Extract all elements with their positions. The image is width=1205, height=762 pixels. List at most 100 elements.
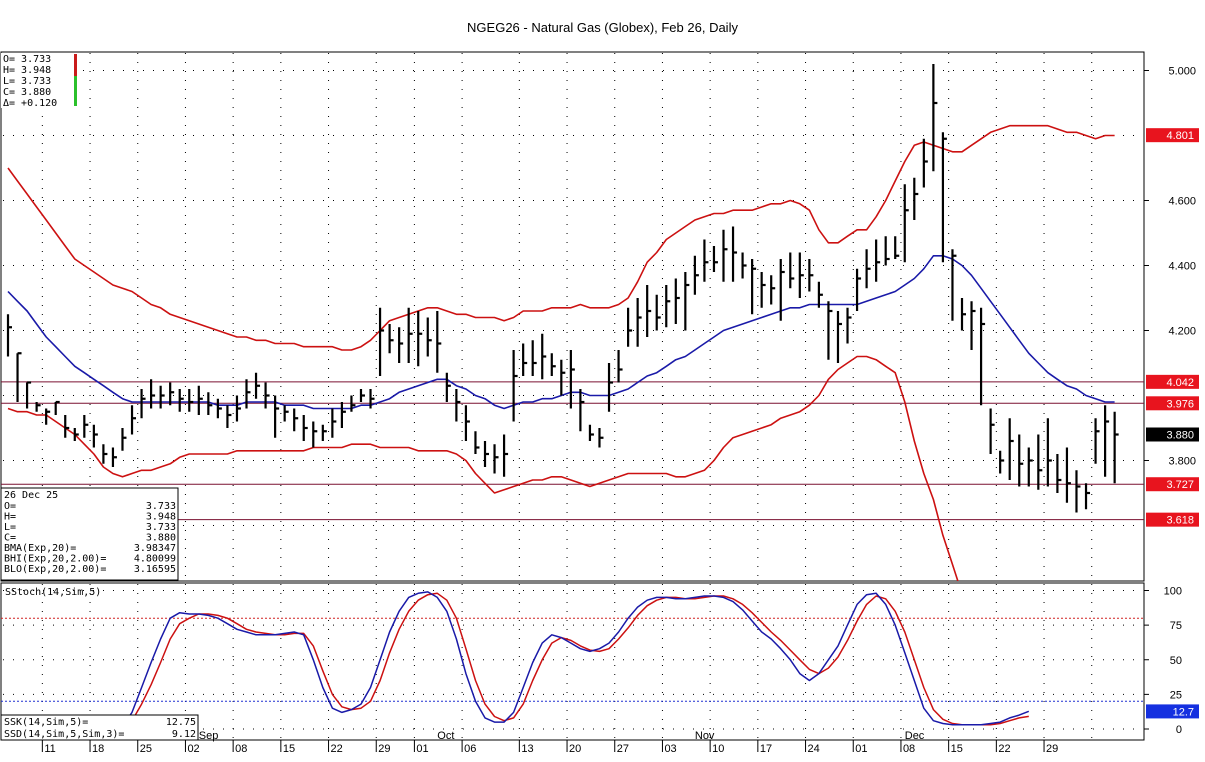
info-row-value: 3.98347 [134, 543, 176, 554]
x-month-label: Sep [199, 730, 219, 742]
y-tick-label: 3.800 [1168, 456, 1196, 468]
price-tag-label: 4.801 [1166, 130, 1194, 142]
ohlc-bar [388, 324, 394, 354]
ohlc-bar [130, 405, 137, 435]
ssk-value: 12.75 [166, 717, 196, 728]
ohlc-bar [140, 389, 146, 419]
ohlc-bar [455, 389, 461, 422]
stoch-tick-label: 75 [1170, 620, 1182, 632]
info-row-label: H= [4, 512, 16, 523]
ohlc-bar [1027, 447, 1033, 487]
stoch-tag [1146, 704, 1199, 719]
ohlc-bar [655, 294, 661, 331]
info-row-label: L= [4, 522, 16, 533]
ohlc-bar [674, 278, 680, 324]
ohlc-bar [760, 272, 766, 308]
ohlc-bar [789, 252, 795, 289]
x-tick-label: 03 [664, 743, 676, 755]
ohlc-bar [73, 428, 79, 441]
ohlc-bar [45, 408, 51, 425]
x-tick-label: 22 [331, 743, 343, 755]
ohlc-bar [579, 389, 585, 432]
price-tag-label: 3.618 [1166, 515, 1194, 527]
ohlc-bar [464, 405, 470, 441]
stoch-tag-label: 12.7 [1173, 706, 1194, 718]
bhi-line [7, 124, 1115, 351]
ohlc-bar [226, 405, 232, 428]
x-tick-label: 15 [283, 743, 295, 755]
ohlc-bar [712, 246, 718, 272]
stoch-tick-label: 100 [1164, 586, 1182, 598]
ohlc-bar [817, 281, 823, 308]
ohlc-bar [855, 268, 862, 311]
ohlc-bar [999, 450, 1005, 474]
price-tag [1146, 512, 1199, 527]
x-axis-labels: 11 18 25 02 08 15 22 29 01 06 13 20 27 03 10 17 24 01 08 15… [1, 730, 1144, 755]
horizontal-lines [1, 381, 1144, 702]
info-row-value: 3.733 [146, 522, 176, 533]
ohlc-bar [169, 382, 175, 406]
stoch-tick-label: 0 [1176, 724, 1182, 736]
ohlc-bar [836, 311, 842, 363]
ohlc-bar [102, 444, 108, 464]
ohlc-bar [321, 424, 327, 441]
y-tick-label: 4.200 [1168, 326, 1196, 338]
x-tick-label: 02 [187, 743, 199, 755]
y-tick-label: 5.000 [1168, 66, 1196, 78]
ohlc-bar [407, 307, 413, 363]
ohlc-bar [83, 415, 89, 438]
ohlc-bar [636, 298, 642, 347]
x-tick-label: 08 [235, 743, 247, 755]
ohlc-bar [560, 359, 566, 396]
ohlc-bar [178, 389, 184, 412]
grid-dots [3, 53, 1142, 739]
info-row-value: 3.880 [146, 533, 176, 544]
ohlc-bar [25, 381, 32, 409]
price-tag-label: 4.042 [1166, 377, 1194, 389]
x-tick-label: 01 [855, 743, 867, 755]
y-tick-label: 4.600 [1168, 196, 1196, 208]
ohlc-bar [1075, 470, 1081, 513]
x-tick-label: 17 [760, 743, 772, 755]
ohlc-bar [235, 395, 241, 422]
ssd-line [122, 592, 1029, 729]
ohlc-bar [731, 226, 738, 282]
ohlc-bars [6, 64, 1119, 513]
x-tick-label: 29 [378, 743, 390, 755]
ohlc-bar [54, 400, 60, 415]
price-tag [1146, 396, 1199, 411]
ohlc-bar [989, 408, 995, 454]
info-row-label: BMA(Exp,20)= [4, 543, 76, 554]
ohlc-bar [1094, 418, 1100, 464]
ohlc-bar [932, 64, 938, 172]
ohlc-bar [1065, 447, 1071, 503]
ssk-line [121, 591, 1030, 727]
ohlc-bar [703, 239, 709, 282]
stoch-values-box: SSK(14,Sim,5)= 12.75 SSD(14,Sim,5,Sim,3)… [0, 714, 199, 741]
stochastic-lines [121, 591, 1030, 729]
ohlc-bar [626, 307, 633, 347]
ohlc-bar [903, 184, 909, 263]
ohlc-bar [64, 415, 70, 438]
ohlc-bar [502, 434, 509, 477]
ohlc-bar [150, 379, 156, 409]
ohlc-bar [216, 398, 222, 419]
info-row-value: 3.733 [146, 501, 176, 512]
info-row-label: BLO(Exp,20,2.00)= [4, 564, 106, 575]
ohlc-bar [846, 307, 852, 344]
ohlc-bar [1037, 434, 1043, 490]
x-month-label: Oct [437, 730, 454, 742]
readout-open: O= 3.733 [3, 54, 51, 65]
ohlc-bar [197, 385, 203, 415]
stoch-title: SStoch(14,Sim,5) [5, 587, 101, 598]
ohlc-bar [531, 340, 537, 376]
y-tick-label: 4.400 [1168, 261, 1196, 273]
readout-low: L= 3.733 [3, 76, 51, 87]
readout-high: H= 3.948 [3, 65, 51, 76]
ohlc-bar [340, 402, 346, 428]
ohlc-bar [417, 311, 423, 367]
ohlc-bar [808, 259, 814, 292]
ohlc-bar [617, 350, 623, 383]
blo-line [7, 355, 959, 581]
